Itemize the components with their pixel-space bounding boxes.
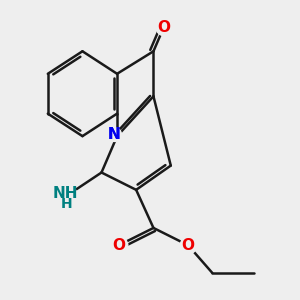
Text: N: N bbox=[108, 127, 121, 142]
Text: H: H bbox=[61, 197, 73, 212]
Text: O: O bbox=[182, 238, 195, 253]
Text: NH: NH bbox=[52, 187, 78, 202]
Text: O: O bbox=[158, 20, 170, 34]
Text: N: N bbox=[108, 127, 121, 142]
Text: O: O bbox=[112, 238, 125, 253]
